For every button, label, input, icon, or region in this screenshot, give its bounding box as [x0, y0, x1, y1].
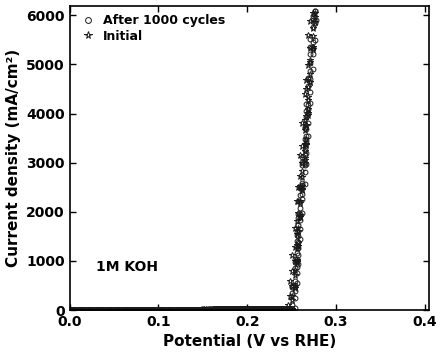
After 1000 cycles: [83, 307, 88, 312]
Initial: [91, 307, 96, 312]
Legend: After 1000 cycles, Initial: After 1000 cycles, Initial: [76, 12, 228, 45]
After 1000 cycles: [139, 307, 144, 312]
X-axis label: Potential (V vs RHE): Potential (V vs RHE): [163, 334, 336, 349]
After 1000 cycles: [67, 307, 72, 312]
After 1000 cycles: [97, 307, 102, 312]
After 1000 cycles: [76, 307, 82, 312]
After 1000 cycles: [268, 307, 273, 312]
After 1000 cycles: [93, 307, 98, 312]
Text: 1M KOH: 1M KOH: [96, 260, 158, 274]
Initial: [308, 19, 313, 23]
After 1000 cycles: [312, 9, 317, 13]
Initial: [229, 307, 234, 312]
Initial: [169, 307, 175, 312]
Line: Initial: Initial: [66, 18, 314, 313]
Y-axis label: Current density (mA/cm²): Current density (mA/cm²): [6, 49, 20, 267]
Initial: [292, 245, 297, 249]
After 1000 cycles: [175, 307, 180, 312]
Initial: [123, 307, 128, 312]
Line: After 1000 cycles: After 1000 cycles: [67, 8, 317, 312]
Initial: [67, 307, 72, 312]
Initial: [218, 307, 223, 312]
